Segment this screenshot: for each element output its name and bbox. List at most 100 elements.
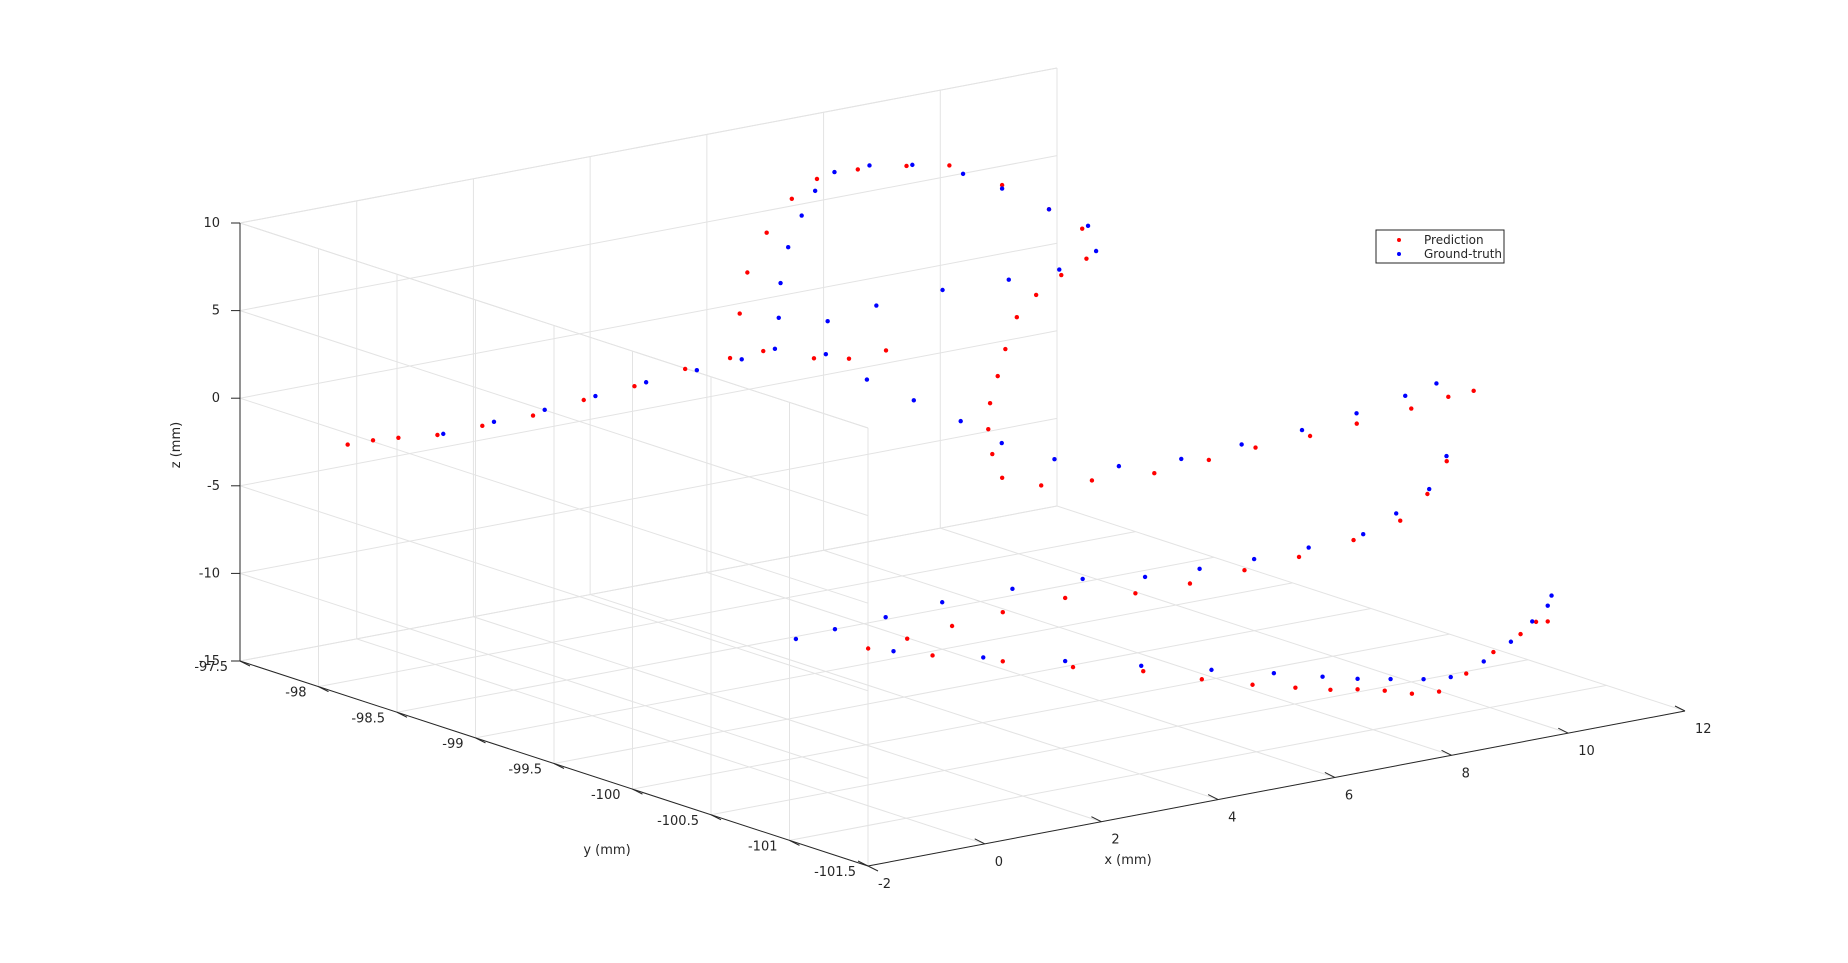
prediction-point [1199,677,1205,682]
prediction-point [999,182,1005,188]
x-axis-line [867,710,1686,867]
ground-truth-point [1197,566,1202,572]
y-tick-label: -97.5 [194,660,228,675]
prediction-point [1444,459,1449,464]
x-tick-label: 6 [1345,788,1353,803]
prediction-point [1062,595,1068,601]
ground-truth-point [1142,574,1148,580]
ground-truth-point [1052,456,1057,462]
prediction-point [1059,272,1064,278]
ground-truth-point [786,245,791,250]
prediction-point [1545,619,1550,624]
prediction-point [1382,688,1387,693]
y-tick-mark [396,711,408,718]
z-tick-label: 5 [212,304,220,319]
ground-truth-point [1251,556,1257,562]
legend-box [1375,229,1505,264]
y-tick-mark [632,788,643,795]
ground-truth-point [1299,427,1305,433]
ground-truth-point [1444,453,1449,459]
ground-truth-point [1006,277,1011,282]
y-tick-label: -98.5 [351,711,385,726]
ground-truth-point [940,287,945,293]
prediction-point [1354,421,1359,426]
ground-truth-point [1421,677,1426,682]
prediction-point [1355,687,1360,692]
grid-line [239,417,1058,574]
prediction-point [1307,433,1313,439]
prediction-point [682,366,688,372]
grid-line [789,684,1607,841]
ground-truth-point [883,614,888,620]
y-axis-label: y (mm) [583,843,630,858]
grid-line [239,155,1058,312]
ground-truth-point [643,380,649,385]
prediction-point [1533,619,1539,625]
box-edge [239,222,869,429]
ground-truth-point [776,315,781,320]
ground-truth-point [940,600,945,605]
prediction-point [814,176,820,182]
grid-line [239,330,1058,487]
prediction-point [764,230,769,235]
z-tick-label: -10 [199,566,220,581]
prediction-point [1328,687,1333,692]
prediction-point [1296,554,1302,560]
ground-truth-point [542,407,547,413]
ground-truth-point [778,280,783,286]
ground-truth-point [1139,663,1144,668]
x-tick-label: 2 [1111,833,1119,848]
y-tick-mark [867,865,879,872]
ground-truth-point [823,351,829,357]
prediction-point [811,356,817,361]
x-tick-mark [1441,749,1452,756]
ground-truth-point [1448,674,1453,680]
legend: Prediction Ground-truth [1375,229,1505,264]
ground-truth-point [825,319,830,324]
prediction-point [1089,478,1095,483]
x-tick-mark [1091,816,1102,823]
ground-truth-point [772,346,778,352]
prediction-point [480,423,485,429]
prediction-point [761,348,766,354]
x-tick-mark [1558,727,1569,734]
grid-lines [239,67,1686,867]
prediction-point [986,426,991,432]
ground-truth-point [1355,676,1360,682]
prediction-point [1293,685,1298,690]
prediction-point [789,196,795,201]
y-tick-label: -99 [442,737,463,752]
grid-line [239,505,1058,662]
ground-truth-point [491,419,497,425]
prediction-point [737,311,742,316]
ground-truth-point [999,186,1005,191]
ground-truth-point [1549,593,1554,598]
legend-marker-ground-truth [1397,252,1401,256]
prediction-point [846,356,852,361]
prediction-point [855,167,861,172]
prediction-point [1446,394,1451,400]
prediction-point [1425,491,1430,497]
prediction-point [987,400,993,406]
ground-truth-point [1116,463,1122,469]
prediction-point [1084,256,1089,261]
ground-truth-point [1179,456,1184,462]
y-tick-label: -100.5 [657,814,699,829]
grid-line [710,659,1529,816]
ground-truth-point [1388,676,1393,682]
ground-truth-point [1062,658,1068,664]
prediction-point [1351,537,1356,543]
y-tick-label: -99.5 [508,763,542,778]
prediction-point [947,163,952,168]
ground-truth-point [799,213,804,218]
grid-line [239,572,869,779]
x-tick-label: 8 [1462,766,1470,781]
ground-truth-point [1320,674,1325,679]
grid-line [239,397,869,604]
ground-truth-point [694,368,700,373]
ground-truth-point [1508,639,1514,644]
prediction-point [999,475,1005,480]
prediction-point [1398,518,1403,523]
prediction-point [1491,649,1496,655]
